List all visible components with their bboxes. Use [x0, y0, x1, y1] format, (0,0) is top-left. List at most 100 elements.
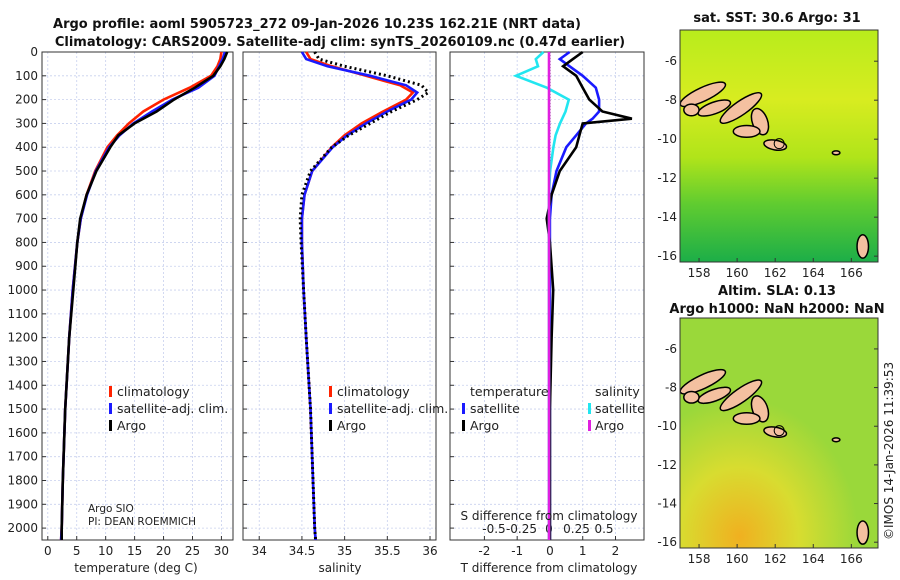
lon-tick-label: 162: [764, 552, 787, 566]
x-tick-label: 5: [73, 544, 81, 558]
y-tick-label: 1500: [7, 402, 38, 416]
x-tick-label: 0: [44, 544, 52, 558]
legend-label: Argo: [595, 418, 624, 433]
x-tick-label: 1: [579, 544, 587, 558]
legend-swatch-argo: [109, 420, 112, 431]
lat-tick-label: -14: [657, 497, 677, 511]
temperature-xlabel: temperature (deg C): [74, 561, 197, 575]
sla-map-title-2: Argo h1000: NaN h2000: NaN: [669, 302, 884, 317]
lat-tick-label: -12: [657, 458, 677, 472]
legend-swatch-sat: [329, 403, 332, 414]
copyright-timestamp: ©IMOS 14-Jan-2026 11:39:53: [882, 362, 896, 540]
x-tick-label: 10: [98, 544, 113, 558]
lon-tick-label: 158: [688, 266, 711, 280]
series-line-s-satellite: [512, 51, 571, 540]
tdiff-xlabel: T difference from climatology: [460, 561, 638, 575]
island-shape: [831, 437, 841, 443]
legend-swatch-clim: [109, 386, 112, 397]
legend-title-temperature: temperature: [470, 384, 549, 399]
lat-tick-label: -10: [657, 132, 677, 146]
x-tick-label: 34.5: [289, 544, 316, 558]
x2-tick-label: -0.25: [506, 522, 537, 536]
lat-tick-label: -16: [657, 535, 677, 549]
series-line-climatology: [300, 51, 415, 541]
y-tick-label: 100: [15, 69, 38, 83]
series-line-t-satellite: [548, 50, 601, 540]
lon-tick-label: 160: [726, 552, 749, 566]
legend-label: Argo: [337, 418, 366, 433]
profile-panel-0: 0 5 10 15 20 25 300100200300400500600700800900…: [7, 45, 234, 558]
y-tick-label: 1200: [7, 331, 38, 345]
lat-tick-label: -8: [665, 93, 677, 107]
axes-frame: [449, 51, 645, 541]
x-tick-label: 30: [214, 544, 229, 558]
legend-label: Argo: [117, 418, 146, 433]
island-shape: [697, 386, 732, 405]
temperature-legend: climatology satellite-adj. clim. Argo: [109, 384, 228, 433]
lat-tick-label: -16: [657, 249, 677, 263]
island-shape: [683, 103, 700, 117]
legend-label: Argo: [470, 418, 499, 433]
sdiff-xlabel: S difference from climatology: [461, 509, 638, 523]
legend-swatch-clim: [329, 386, 332, 397]
lat-tick-label: -6: [665, 54, 677, 68]
x-tick-label: -2: [478, 544, 490, 558]
salinity-legend: climatology satellite-adj. clim. Argo: [329, 384, 448, 433]
lon-tick-label: 160: [726, 266, 749, 280]
axes-frame: [242, 51, 437, 541]
series-line-climatology: [59, 51, 223, 541]
y-tick-label: 0: [30, 45, 38, 59]
map-frame: [679, 317, 879, 549]
y-tick-label: 1800: [7, 473, 38, 487]
legend-swatch-targo: [462, 420, 465, 431]
lat-tick-label: -6: [665, 342, 677, 356]
island-shape: [732, 124, 761, 138]
profile-panel-1: 34 34.5 35 35.5 36: [242, 51, 438, 558]
legend-swatch-argo: [329, 420, 332, 431]
y-tick-label: 700: [15, 212, 38, 226]
lat-tick-label: -8: [665, 381, 677, 395]
x-tick-label: 0: [546, 544, 554, 558]
lat-tick-label: -12: [657, 171, 677, 185]
y-tick-label: 800: [15, 235, 38, 249]
legend-label: satellite-adj. clim.: [117, 401, 228, 416]
island-shape: [856, 520, 870, 545]
y-tick-label: 200: [15, 93, 38, 107]
island-shape: [831, 150, 841, 156]
legend-swatch-tsat: [462, 403, 465, 414]
x2-tick-label: 0.5: [594, 522, 613, 536]
lon-tick-label: 166: [840, 266, 863, 280]
pi-name: PI: DEAN ROEMMICH: [88, 516, 196, 528]
x-tick-label: 36: [422, 544, 437, 558]
lon-tick-label: 166: [840, 552, 863, 566]
x2-tick-label: -0.5: [482, 522, 505, 536]
profile-panel-2: -2 -1 0 1 2-0.5 -0.25 0 0.25 0.5: [449, 50, 645, 558]
y-tick-label: 900: [15, 259, 38, 273]
map-frame: [679, 29, 879, 263]
legend-label: satellite-adj. clim.: [337, 401, 448, 416]
lat-tick-label: -14: [657, 210, 677, 224]
y-tick-label: 1000: [7, 283, 38, 297]
axes-frame: [41, 51, 234, 541]
lon-tick-label: 164: [802, 266, 825, 280]
lon-tick-label: 162: [764, 266, 787, 280]
legend-swatch-sat: [109, 403, 112, 414]
x-tick-label: 25: [185, 544, 200, 558]
y-tick-label: 1100: [7, 307, 38, 321]
x-tick-label: 2: [612, 544, 620, 558]
legend-title-salinity: salinity: [595, 384, 640, 399]
series-line-satellite-adj-clim-: [300, 51, 420, 541]
series-line-t-argo: [545, 50, 633, 540]
x-tick-label: -1: [511, 544, 523, 558]
legend-swatch-ssat: [588, 403, 591, 414]
argo-float-position-marker: [773, 425, 785, 437]
island-shape: [719, 379, 763, 412]
sla-map: 158 160 162 164 166 -6 -8 -10 -12 -14 -16: [657, 317, 879, 566]
sla-map-title-1: Altim. SLA: 0.13: [718, 284, 836, 299]
y-tick-label: 1900: [7, 497, 38, 511]
series-line-satellite-adj-clim-: [59, 51, 227, 541]
y-tick-label: 1600: [7, 426, 38, 440]
y-tick-label: 2000: [7, 521, 38, 535]
